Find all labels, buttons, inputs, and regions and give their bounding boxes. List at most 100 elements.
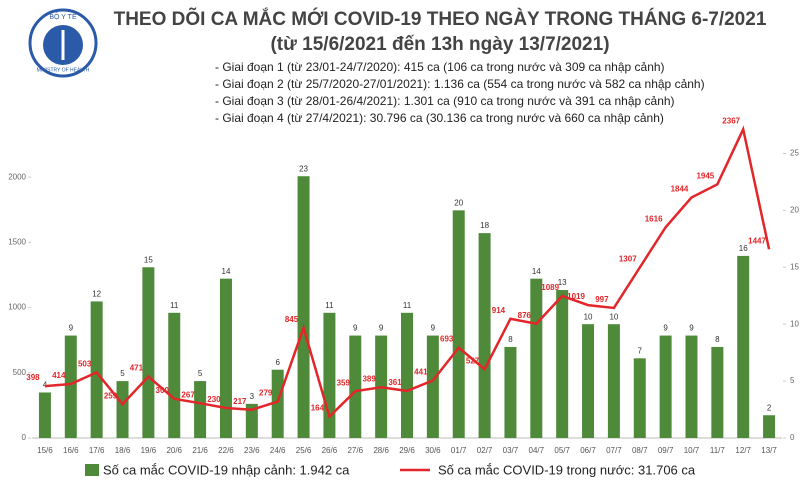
y2-tick-label: 0 [790, 433, 795, 442]
bar [633, 358, 646, 438]
line-label: 2367 [722, 116, 740, 125]
bar [504, 346, 517, 438]
line-label: 1089 [541, 283, 559, 292]
bar-label: 5 [198, 369, 203, 378]
bar [219, 278, 232, 438]
bar [763, 415, 776, 438]
bar [530, 278, 543, 438]
bar-label: 23 [299, 164, 308, 173]
bar-label: 10 [609, 312, 618, 321]
x-tick-label: 28/6 [373, 446, 389, 455]
bar-label: 7 [638, 346, 643, 355]
bar-label: 15 [144, 255, 153, 264]
line [44, 125, 771, 419]
bar [711, 346, 724, 438]
bar [194, 381, 207, 438]
line-label: 997 [595, 295, 609, 304]
bar [401, 312, 413, 438]
bar-label: 5 [120, 369, 125, 378]
x-tick-label: 30/6 [425, 446, 441, 455]
y2-tick-label: 20 [790, 205, 799, 214]
x-tick-label: 10/7 [684, 446, 700, 455]
bar [38, 392, 51, 438]
bar [349, 335, 362, 438]
x-tick-label: 02/7 [477, 446, 493, 455]
bar [426, 335, 439, 438]
y2-tick-label: 15 [790, 262, 799, 271]
x-tick-label: 18/6 [115, 446, 131, 455]
line-label: 398 [26, 373, 40, 382]
note: - Giai đoạn 4 (từ 27/4/2021): 30.796 ca … [215, 111, 664, 125]
x-tick-label: 23/6 [244, 446, 260, 455]
bar [659, 335, 672, 438]
y-tick-label: 1500 [8, 237, 26, 246]
x-tick-label: 11/7 [710, 446, 726, 455]
bar [452, 210, 465, 438]
bar-label: 18 [480, 221, 489, 230]
x-tick-label: 06/7 [580, 446, 596, 455]
bar-label: 2 [767, 403, 772, 412]
bar-label: 6 [275, 358, 280, 367]
bar-label: 9 [353, 324, 358, 333]
line-label: 845 [285, 315, 299, 324]
legend-label: Số ca mắc COVID-19 trong nước: 31.706 ca [438, 462, 696, 477]
bar-label: 8 [508, 335, 513, 344]
bar-label: 9 [379, 324, 384, 333]
x-tick-label: 09/7 [658, 446, 674, 455]
bar-label: 14 [532, 267, 541, 276]
line-label: 1019 [567, 292, 585, 301]
y2-tick-label: 10 [790, 319, 799, 328]
line-label: 259 [104, 391, 118, 400]
bar [737, 255, 750, 438]
bar-label: 20 [454, 198, 463, 207]
line-label: 876 [518, 311, 532, 320]
line-label: 279 [259, 389, 273, 398]
line-label: 1447 [748, 236, 766, 245]
logo-text: BỘ Y TẾ [49, 11, 77, 21]
bar-label: 12 [92, 290, 101, 299]
bar [478, 233, 491, 438]
bar-label: 10 [584, 312, 593, 321]
bar [90, 301, 103, 438]
line-label: 389 [362, 374, 376, 383]
x-tick-label: 12/7 [735, 446, 751, 455]
bar-label: 14 [222, 267, 231, 276]
line-label: 300 [156, 386, 170, 395]
line-label: 267 [181, 390, 195, 399]
line-label: 527 [466, 356, 480, 365]
line-label: 1945 [696, 171, 714, 180]
x-tick-label: 05/7 [554, 446, 570, 455]
chart-subtitle: (từ 15/6/2021 đến 13h ngày 13/7/2021) [270, 34, 609, 55]
x-tick-label: 01/7 [451, 446, 467, 455]
line-label: 914 [492, 306, 506, 315]
logo: BỘ Y TẾ MINISTRY OF HEALTH [28, 8, 98, 78]
note: - Giai đoạn 3 (từ 28/01-26/4/2021): 1.30… [215, 94, 675, 108]
x-tick-label: 22/6 [218, 446, 234, 455]
y2-tick-label: 5 [790, 376, 795, 385]
x-tick-label: 19/6 [141, 446, 157, 455]
bar [582, 324, 595, 438]
line-label: 217 [233, 397, 247, 406]
line-label: 361 [388, 378, 402, 387]
x-tick-label: 13/7 [761, 446, 777, 455]
logo-text: MINISTRY OF HEALTH [37, 67, 90, 73]
x-tick-label: 16/6 [63, 446, 79, 455]
bar-label: 9 [663, 324, 668, 333]
bar [168, 312, 181, 438]
y2-tick-label: 25 [790, 149, 799, 158]
line-label: 503 [78, 360, 92, 369]
bar [245, 403, 258, 438]
bar-label: 9 [689, 324, 694, 333]
line-label: 1616 [645, 214, 663, 223]
y-tick-label: 500 [13, 368, 27, 377]
line-label: 359 [337, 378, 351, 387]
x-tick-label: 17/6 [89, 446, 105, 455]
bar-label: 9 [431, 324, 436, 333]
bar [271, 369, 284, 438]
x-tick-label: 20/6 [166, 446, 182, 455]
legend-swatch [85, 464, 99, 476]
line-label: 230 [207, 395, 221, 404]
bar [607, 324, 620, 438]
note: - Giai đoạn 1 (từ 23/01-24/7/2020): 415 … [215, 60, 665, 74]
